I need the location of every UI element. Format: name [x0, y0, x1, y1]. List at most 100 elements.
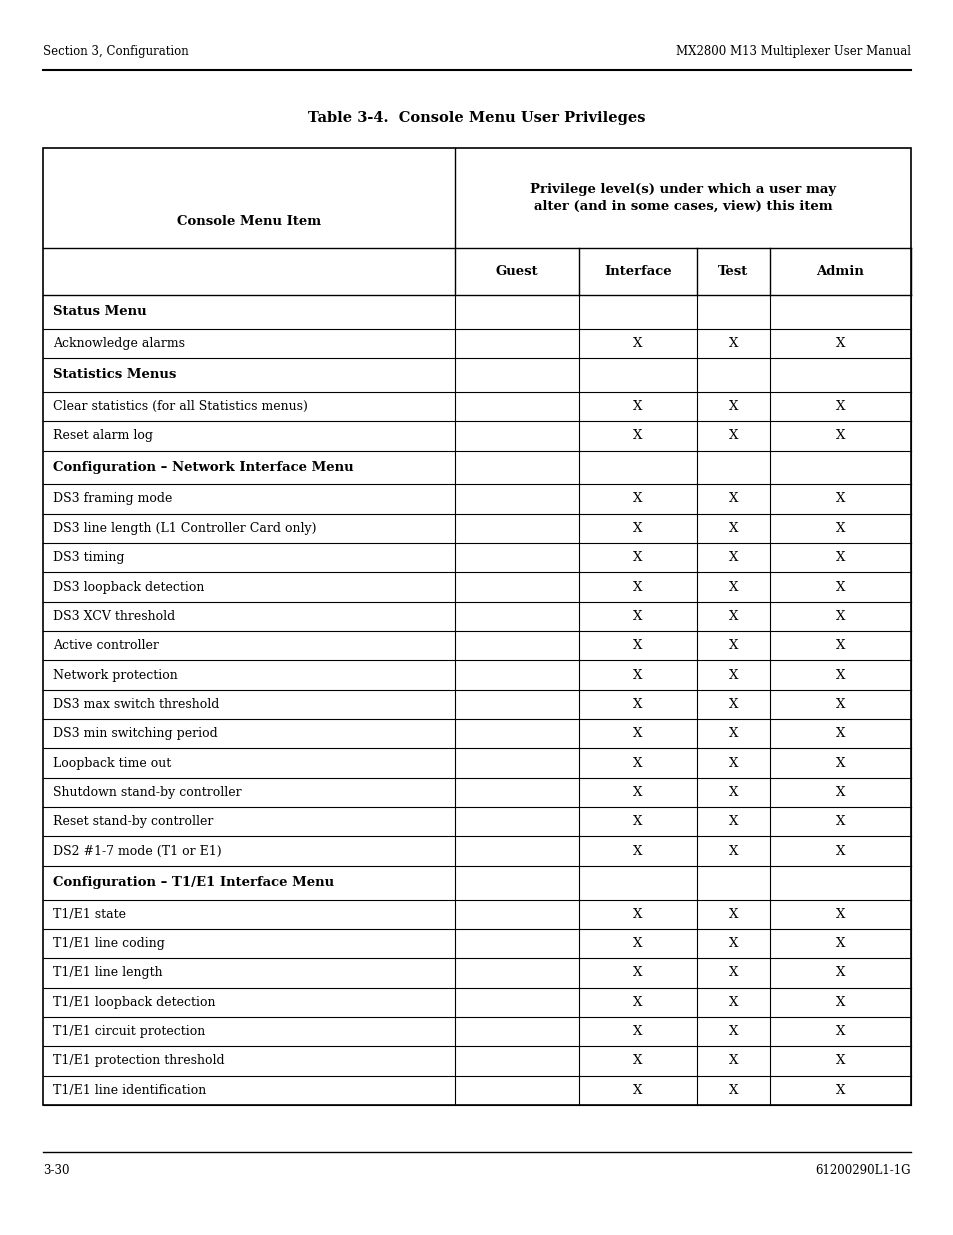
Text: X: X [633, 995, 642, 1009]
Text: X: X [835, 668, 844, 682]
Text: X: X [633, 727, 642, 740]
Text: T1/E1 circuit protection: T1/E1 circuit protection [53, 1025, 205, 1039]
Text: X: X [835, 845, 844, 857]
Text: Console Menu Item: Console Menu Item [176, 215, 321, 228]
Text: X: X [728, 908, 738, 921]
Text: X: X [835, 1084, 844, 1097]
Text: X: X [835, 551, 844, 564]
Text: 3-30: 3-30 [43, 1163, 70, 1177]
Text: X: X [633, 757, 642, 769]
Text: X: X [633, 610, 642, 622]
Text: Loopback time out: Loopback time out [53, 757, 172, 769]
Text: Statistics Menus: Statistics Menus [53, 368, 176, 382]
Text: X: X [633, 1025, 642, 1039]
Text: X: X [728, 1025, 738, 1039]
Text: X: X [728, 430, 738, 442]
Text: X: X [633, 337, 642, 350]
Text: X: X [835, 908, 844, 921]
Text: Clear statistics (for all Statistics menus): Clear statistics (for all Statistics men… [53, 400, 308, 412]
Text: X: X [728, 337, 738, 350]
Text: T1/E1 line length: T1/E1 line length [53, 967, 162, 979]
Text: MX2800 M13 Multiplexer User Manual: MX2800 M13 Multiplexer User Manual [676, 46, 910, 58]
Text: Acknowledge alarms: Acknowledge alarms [53, 337, 185, 350]
Text: X: X [835, 937, 844, 950]
Text: Admin: Admin [816, 266, 863, 278]
Text: X: X [835, 1055, 844, 1067]
Text: X: X [835, 640, 844, 652]
Text: X: X [633, 551, 642, 564]
Text: T1/E1 line identification: T1/E1 line identification [53, 1084, 206, 1097]
Text: X: X [633, 640, 642, 652]
Text: DS3 min switching period: DS3 min switching period [53, 727, 217, 740]
Text: X: X [835, 1025, 844, 1039]
Text: X: X [633, 908, 642, 921]
Text: X: X [728, 522, 738, 535]
Text: X: X [728, 845, 738, 857]
Text: alter (and in some cases, view) this item: alter (and in some cases, view) this ite… [533, 200, 831, 212]
Text: Privilege level(s) under which a user may: Privilege level(s) under which a user ma… [529, 184, 835, 196]
Text: X: X [835, 400, 844, 412]
Text: X: X [728, 698, 738, 711]
Text: DS3 XCV threshold: DS3 XCV threshold [53, 610, 175, 622]
Text: X: X [835, 610, 844, 622]
Text: X: X [835, 757, 844, 769]
Text: X: X [835, 430, 844, 442]
Text: Shutdown stand-by controller: Shutdown stand-by controller [53, 785, 241, 799]
Text: Configuration – Network Interface Menu: Configuration – Network Interface Menu [53, 461, 354, 474]
Text: X: X [835, 995, 844, 1009]
Text: X: X [633, 815, 642, 829]
Text: DS3 line length (L1 Controller Card only): DS3 line length (L1 Controller Card only… [53, 522, 316, 535]
Text: DS3 max switch threshold: DS3 max switch threshold [53, 698, 219, 711]
Text: Network protection: Network protection [53, 668, 177, 682]
Text: T1/E1 state: T1/E1 state [53, 908, 126, 921]
Text: X: X [633, 493, 642, 505]
Bar [43, 148, 910, 1105]
Text: Interface: Interface [603, 266, 671, 278]
Text: T1/E1 line coding: T1/E1 line coding [53, 937, 165, 950]
Text: X: X [728, 640, 738, 652]
Text: X: X [728, 727, 738, 740]
Text: Test: Test [718, 266, 748, 278]
Text: 61200290L1-1G: 61200290L1-1G [815, 1163, 910, 1177]
Text: X: X [728, 937, 738, 950]
Text: Section 3, Configuration: Section 3, Configuration [43, 46, 189, 58]
Text: X: X [633, 1055, 642, 1067]
Text: X: X [728, 1084, 738, 1097]
Text: T1/E1 protection threshold: T1/E1 protection threshold [53, 1055, 224, 1067]
Text: X: X [835, 493, 844, 505]
Text: X: X [835, 727, 844, 740]
Text: X: X [728, 967, 738, 979]
Text: X: X [835, 698, 844, 711]
Text: X: X [728, 580, 738, 594]
Text: X: X [633, 522, 642, 535]
Text: X: X [633, 845, 642, 857]
Text: Reset alarm log: Reset alarm log [53, 430, 152, 442]
Text: Table 3-4.  Console Menu User Privileges: Table 3-4. Console Menu User Privileges [308, 111, 645, 125]
Text: X: X [728, 757, 738, 769]
Text: T1/E1 loopback detection: T1/E1 loopback detection [53, 995, 215, 1009]
Text: X: X [633, 967, 642, 979]
Text: X: X [728, 551, 738, 564]
Text: DS3 framing mode: DS3 framing mode [53, 493, 172, 505]
Text: Guest: Guest [496, 266, 537, 278]
Text: Active controller: Active controller [53, 640, 159, 652]
Text: X: X [633, 430, 642, 442]
Text: X: X [728, 668, 738, 682]
Text: X: X [633, 785, 642, 799]
Text: X: X [835, 967, 844, 979]
Text: DS2 #1-7 mode (T1 or E1): DS2 #1-7 mode (T1 or E1) [53, 845, 221, 857]
Text: X: X [633, 698, 642, 711]
Text: X: X [835, 522, 844, 535]
Text: X: X [633, 580, 642, 594]
Text: Configuration – T1/E1 Interface Menu: Configuration – T1/E1 Interface Menu [53, 876, 334, 889]
Text: X: X [835, 337, 844, 350]
Text: X: X [728, 400, 738, 412]
Text: X: X [728, 995, 738, 1009]
Text: X: X [633, 668, 642, 682]
Text: DS3 loopback detection: DS3 loopback detection [53, 580, 204, 594]
Text: X: X [728, 1055, 738, 1067]
Text: X: X [728, 493, 738, 505]
Text: X: X [835, 815, 844, 829]
Text: DS3 timing: DS3 timing [53, 551, 125, 564]
Text: Reset stand-by controller: Reset stand-by controller [53, 815, 213, 829]
